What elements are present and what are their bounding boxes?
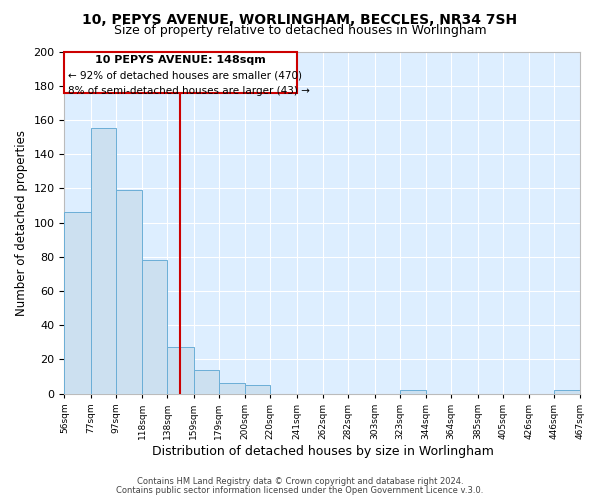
Bar [400, 390, 426, 394]
Y-axis label: Number of detached properties: Number of detached properties [15, 130, 28, 316]
Text: 10 PEPYS AVENUE: 148sqm: 10 PEPYS AVENUE: 148sqm [95, 55, 266, 65]
Text: 10, PEPYS AVENUE, WORLINGHAM, BECCLES, NR34 7SH: 10, PEPYS AVENUE, WORLINGHAM, BECCLES, N… [82, 12, 518, 26]
X-axis label: Distribution of detached houses by size in Worlingham: Distribution of detached houses by size … [152, 444, 493, 458]
Bar [194, 370, 219, 394]
Bar [219, 384, 245, 394]
Bar [167, 348, 194, 394]
Text: ← 92% of detached houses are smaller (470): ← 92% of detached houses are smaller (47… [68, 70, 302, 81]
Bar [116, 190, 142, 394]
Bar [245, 385, 271, 394]
Bar [554, 390, 580, 394]
Bar [64, 212, 91, 394]
FancyBboxPatch shape [64, 52, 297, 92]
Text: 8% of semi-detached houses are larger (43) →: 8% of semi-detached houses are larger (4… [68, 86, 310, 96]
Text: Size of property relative to detached houses in Worlingham: Size of property relative to detached ho… [113, 24, 487, 37]
Text: Contains public sector information licensed under the Open Government Licence v.: Contains public sector information licen… [116, 486, 484, 495]
Bar [91, 128, 116, 394]
Text: Contains HM Land Registry data © Crown copyright and database right 2024.: Contains HM Land Registry data © Crown c… [137, 477, 463, 486]
Bar [142, 260, 167, 394]
